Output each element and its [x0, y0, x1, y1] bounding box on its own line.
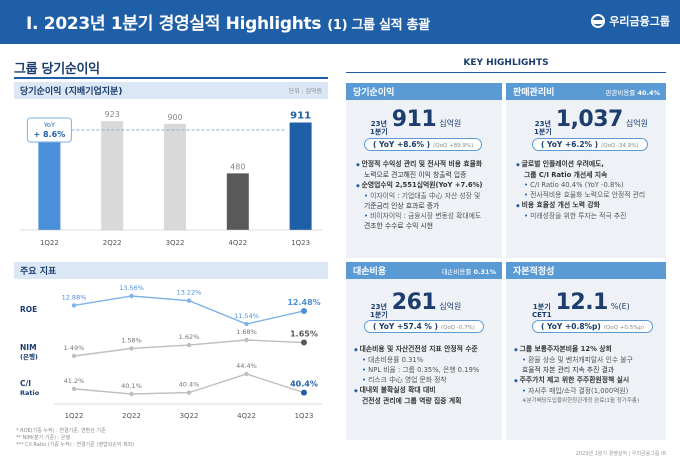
- bar-value-label: 480: [230, 162, 245, 171]
- category-label: 4Q22: [228, 239, 247, 247]
- quarter-label: 2Q22: [122, 412, 141, 420]
- sga-bullets: 글로벌 인플레이션 우려에도, 그룹 C/I Ratio 개선세 지속 C/I …: [516, 159, 646, 221]
- card-capital: 자본적정성 1분기 CET1 12.1 %(E) ( YoY +0.8%p) (Qo…: [506, 262, 666, 440]
- credit-cost-bullets: 대손비용 및 자산건전성 지표 안정적 수준 대손비용률 0.31% NPL 비…: [354, 344, 480, 406]
- yoy-pill: ( YoY +8.6% ) (QoQ +89.9%): [364, 138, 483, 151]
- page-footer: 2023년 1분기 경영실적 | 우리금융그룹 IR: [575, 451, 666, 457]
- card-header: 대손비용 대손비용률 0.31%: [346, 262, 502, 279]
- kpi-value-label: 41.2%: [64, 377, 85, 385]
- kpi-point: [301, 307, 307, 314]
- section-divider: [14, 77, 328, 79]
- sga-value: 23년 1분기 1,037 십억원: [534, 107, 648, 136]
- kpi-row-sublabel: Ratio: [20, 389, 40, 397]
- card-sga: 판매관리비 판관비용률 40.4% 23년 1분기 1,037 십억원 ( YoY…: [506, 83, 666, 258]
- bar-1Q22: [38, 130, 61, 230]
- page-title: I. 2023년 1분기 경영실적 Highlights (1) 그룹 실적 총괄: [26, 14, 430, 34]
- yoy-callout-label: YoY: [43, 121, 55, 129]
- kpi-value-label: 40.1%: [121, 382, 142, 390]
- net-income-header: 당기순이익 (지배기업지분) 단위 : 십억원: [14, 82, 328, 99]
- kpi-value-label: 44.4%: [236, 362, 257, 370]
- bar-3Q22: [164, 123, 186, 230]
- bar-1Q23: [289, 122, 312, 230]
- quarter-label: 4Q22: [237, 412, 256, 420]
- kpi-value-label: 13.22%: [177, 289, 202, 297]
- kpi-value-label: 1.65%: [290, 330, 318, 339]
- kpi-point: [71, 353, 77, 359]
- yoy-pill: ( YoY +57.4 % ) (QoQ -0.7%): [364, 320, 484, 333]
- kpi-row-label: ROE: [20, 305, 37, 314]
- kpi-point: [186, 390, 192, 395]
- category-label: 2Q22: [103, 239, 122, 247]
- card-credit-cost: 대손비용 대손비용률 0.31% 23년 1분기 261 십억원 ( YoY +5…: [346, 262, 502, 440]
- kpi-value-label: 13.56%: [119, 284, 144, 292]
- kpi-point: [244, 321, 249, 327]
- kpi-row-sublabel: (은행): [20, 352, 38, 361]
- cet1-value: 1분기 CET1 12.1 %(E): [532, 290, 630, 319]
- kpi-row-label: NIM: [20, 343, 37, 352]
- kpi-row-label: C/I: [20, 379, 31, 388]
- bar-value-label: 911: [290, 111, 311, 122]
- kpi-value-label: 40.4%: [179, 381, 200, 389]
- kpi-value-label: 40.4%: [290, 380, 318, 389]
- footnotes: * ROE(기중 누적) : 연결기준, 연환산 기준 ** NIM(분기 기준…: [16, 428, 135, 448]
- kpi-point: [244, 337, 249, 343]
- kpi-value-label: 1.68%: [236, 328, 257, 336]
- yoy-pill: ( YoY +0.8%p) (QoQ +0.5%p): [532, 320, 653, 333]
- bar-2Q22: [101, 121, 124, 230]
- kpi-value-label: 12.88%: [62, 293, 87, 301]
- quarter-label: 1Q23: [295, 412, 314, 420]
- company-logo: 우리금융그룹: [591, 13, 670, 29]
- bar-value-label: 923: [105, 110, 120, 119]
- yoy-pill: ( YoY +6.2% ) (QoQ -34.9%): [532, 138, 648, 151]
- bar-value-label: 900: [167, 113, 182, 122]
- key-highlights-divider: [346, 72, 666, 73]
- card-header: 당기순이익: [346, 83, 502, 100]
- kpi-point: [129, 346, 134, 351]
- card-header: 판매관리비 판관비용률 40.4%: [506, 83, 666, 100]
- kpi-point: [186, 342, 192, 348]
- kpi-header: 주요 지표: [14, 262, 328, 279]
- card-header: 자본적정성: [506, 262, 666, 279]
- key-highlights-title: KEY HIGHLIGHTS: [463, 58, 549, 68]
- kpi-value-label: 11.54%: [234, 312, 259, 320]
- net-income-bullets: 안정적 수익성 관리 및 전사적 비용 효율화 노력으로 견고해진 이익 창출력…: [356, 159, 483, 231]
- kpi-value-label: 1.49%: [64, 344, 85, 352]
- category-label: 1Q22: [40, 239, 59, 247]
- kpi-point: [71, 386, 77, 392]
- card-net-income: 당기순이익 23년 1분기 911 십억원 ( YoY +8.6% ) (QoQ +…: [346, 83, 502, 258]
- kpi-point: [129, 391, 134, 397]
- kpi-point: [301, 339, 307, 346]
- kpi-point: [244, 371, 249, 377]
- capital-bullets: 그룹 보통주자본비율 12% 상회 환율 상승 및 벤처캐피탈사 인수 불구 효…: [514, 344, 640, 406]
- quarter-label: 3Q22: [180, 412, 199, 420]
- kpi-point: [71, 303, 77, 308]
- quarter-label: 1Q22: [65, 412, 84, 420]
- kpi-point: [129, 293, 134, 299]
- category-label: 3Q22: [166, 239, 185, 247]
- net-income-bar-chart: 8391Q229232Q229003Q224804Q229111Q23YoY+ …: [20, 110, 322, 247]
- kpi-point: [301, 389, 307, 396]
- kpi-value-label: 12.48%: [287, 298, 320, 307]
- kpi-line-chart: ROE 12.88% 13.56% 13.22% 11.54% 12.48% NIM(은행)…: [20, 284, 322, 420]
- bar-4Q22: [226, 173, 249, 230]
- kpi-value-label: 1.58%: [121, 336, 142, 344]
- yoy-callout: YoY+ 8.6%: [26, 117, 72, 143]
- header-banner: I. 2023년 1분기 경영실적 Highlights (1) 그룹 실적 총괄…: [0, 0, 680, 44]
- kpi-point: [186, 298, 192, 303]
- category-label: 1Q23: [291, 239, 310, 247]
- yoy-callout-value: + 8.6%: [34, 130, 66, 139]
- credit-cost-value: 23년 1분기 261 십억원: [370, 290, 462, 319]
- kpi-line: [73, 339, 305, 357]
- logo-icon: [591, 14, 606, 28]
- section-title: 그룹 당기순이익: [14, 62, 100, 77]
- kpi-value-label: 1.62%: [179, 333, 200, 341]
- net-income-value: 23년 1분기 911 십억원: [370, 107, 462, 136]
